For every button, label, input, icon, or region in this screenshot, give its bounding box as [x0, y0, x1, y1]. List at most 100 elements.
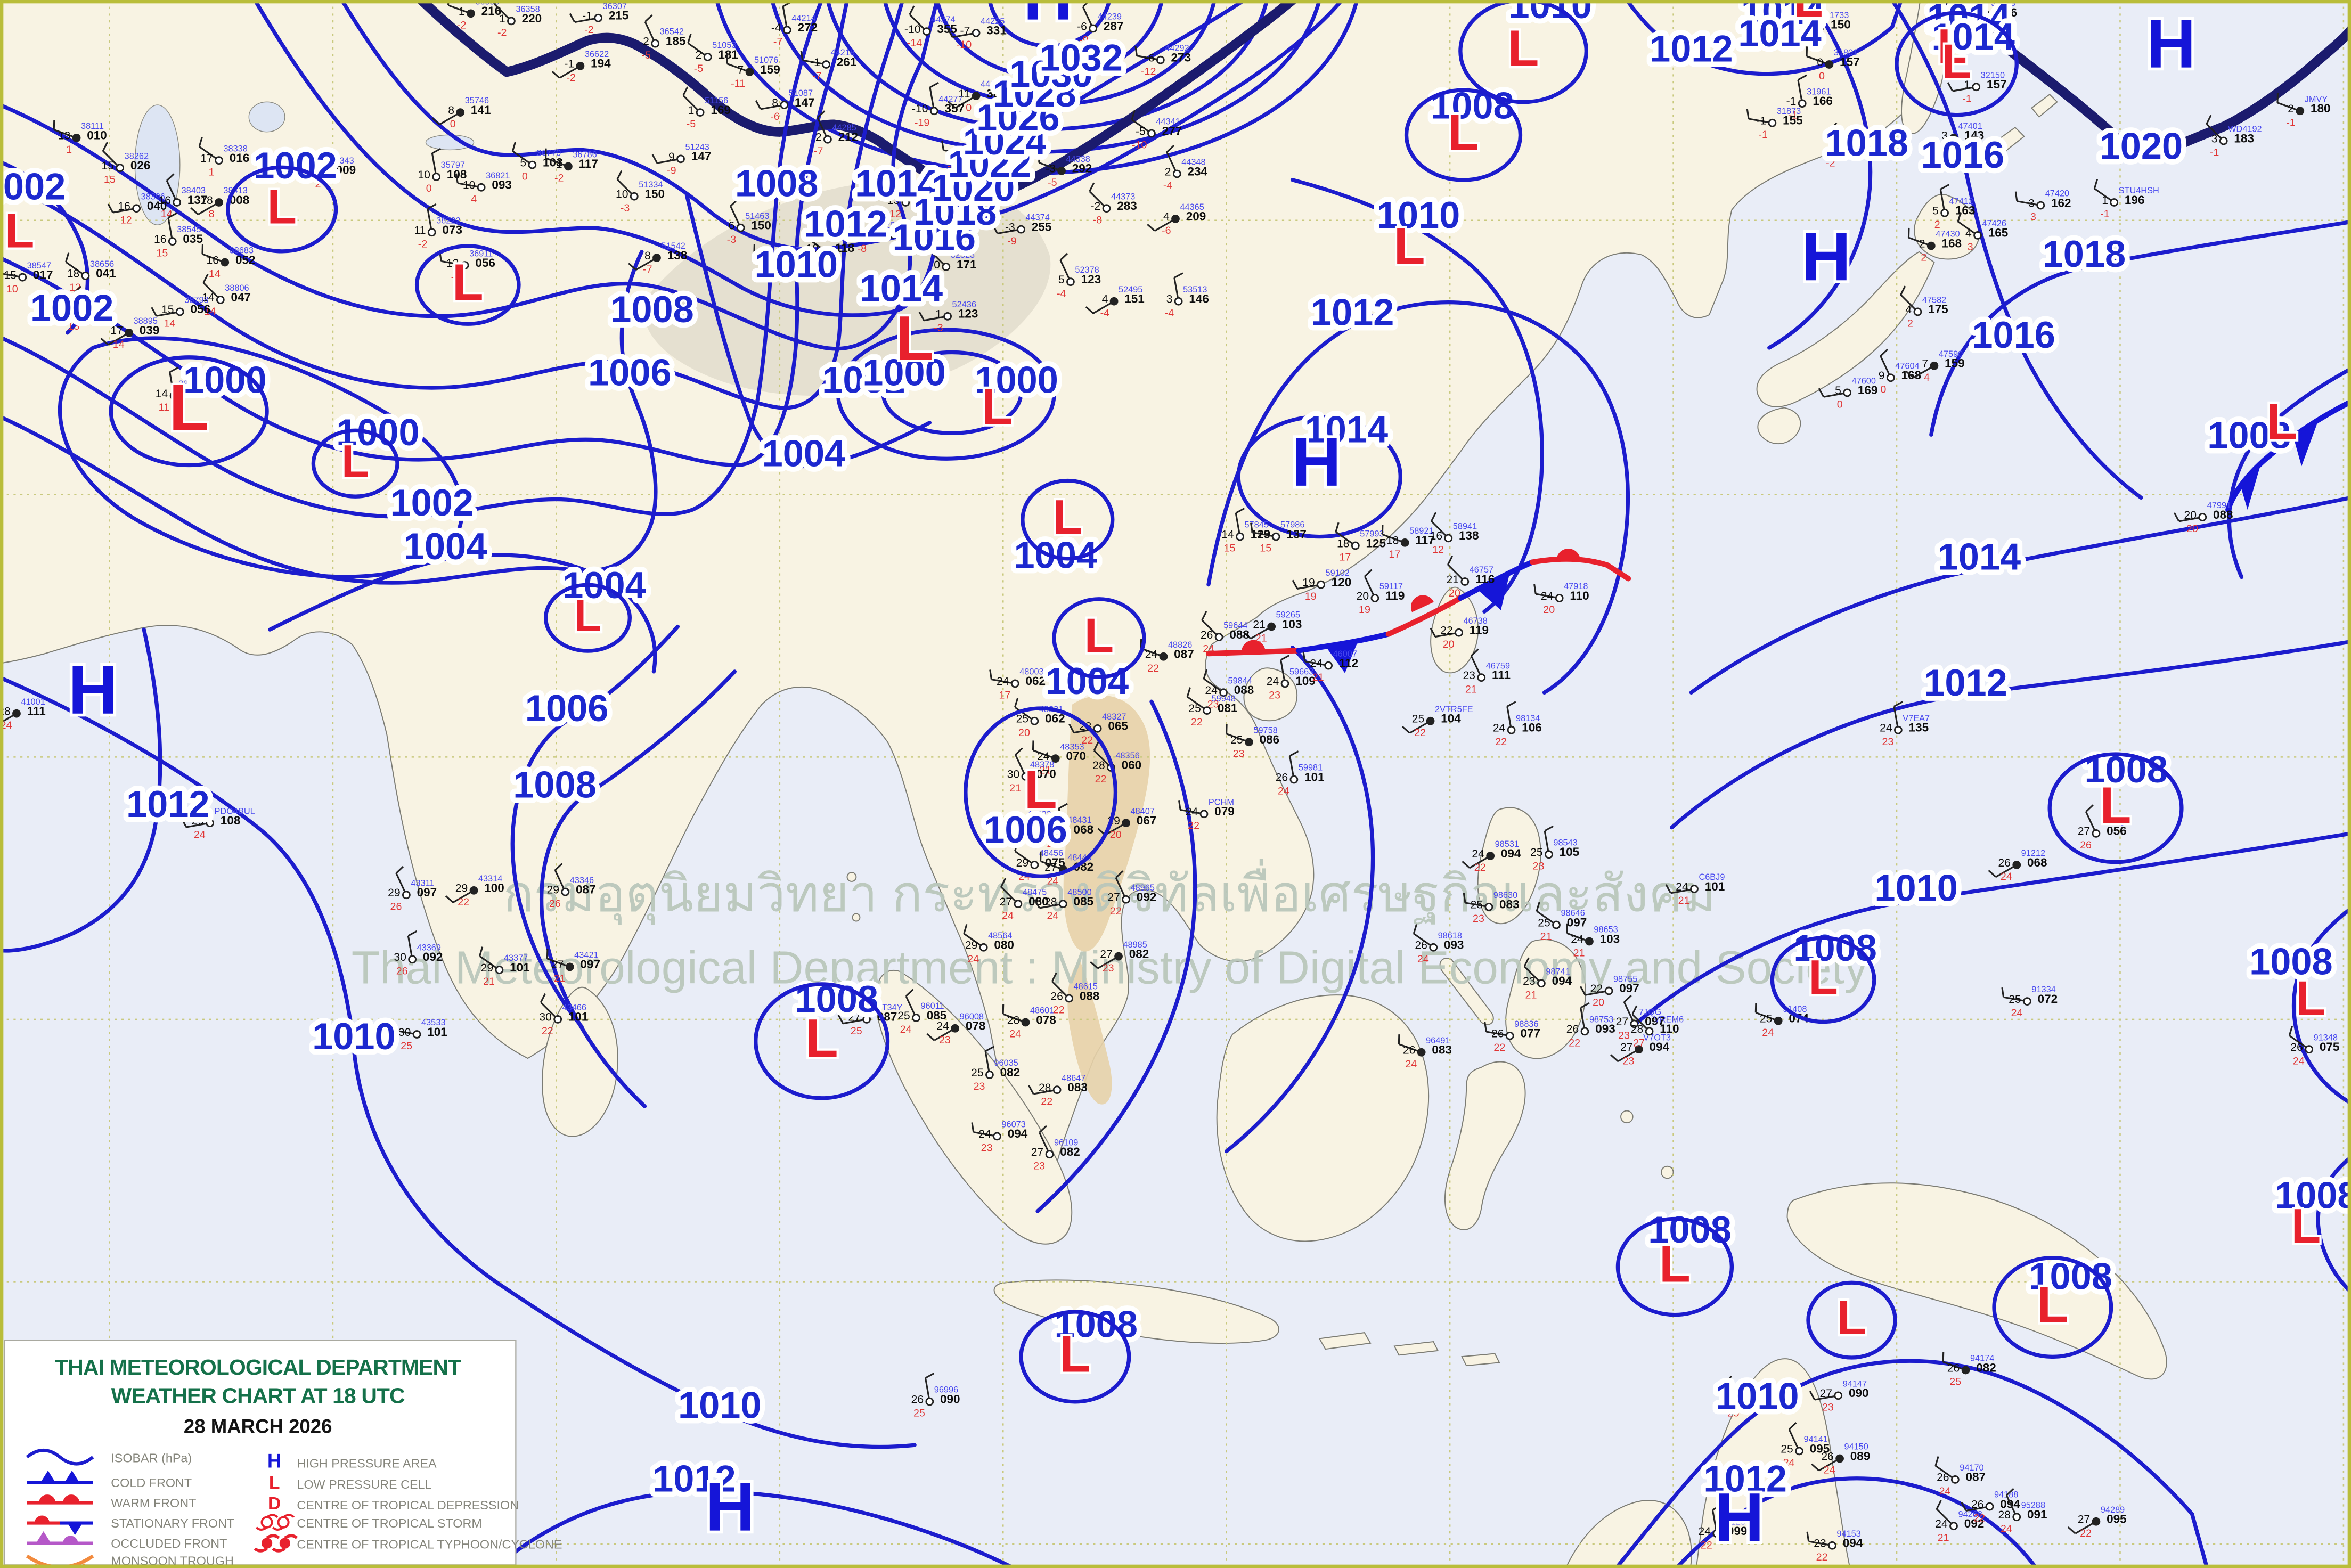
station-temperature: 25	[1530, 846, 1542, 859]
station-circle	[929, 107, 938, 116]
station-id: 96491	[1426, 1036, 1450, 1046]
station-dewpoint: 21	[1678, 895, 1690, 907]
wind-barb-tick	[1364, 569, 1373, 577]
station-dewpoint: 20	[1443, 639, 1455, 650]
station-circle	[1555, 594, 1564, 602]
kyushu-island	[1757, 407, 1801, 445]
station-id: V7EA7	[1903, 714, 1930, 723]
station-circle	[2023, 997, 2031, 1006]
station-dewpoint: 3	[1968, 241, 1973, 253]
station-temperature: 25	[1188, 703, 1201, 715]
station-pressure: 052	[235, 253, 256, 266]
station-dewpoint: -4	[1163, 180, 1173, 192]
station-temperature: 1	[459, 5, 465, 18]
station-pressure: 060	[1122, 758, 1142, 772]
station-circle	[1768, 118, 1777, 127]
station-id: 43346	[570, 876, 594, 885]
station-pressure: 273	[1171, 51, 1191, 64]
station-dewpoint: 22	[1495, 736, 1507, 748]
station-pressure: 160	[1850, 142, 1871, 156]
wind-barb-tick	[190, 207, 199, 215]
low-pressure-marker: L	[1084, 609, 1114, 663]
station-dewpoint: 25	[401, 1040, 412, 1052]
station-dewpoint: 21	[1465, 683, 1477, 695]
station-id: 47590	[1939, 349, 1963, 359]
station-id: 36358	[516, 5, 540, 14]
station-id: 36307	[603, 2, 627, 11]
station-id: 38222	[436, 216, 460, 225]
isobar-line	[1670, 639, 2351, 830]
isobar-label: 1010	[1716, 1375, 1799, 1417]
station-id: 38343	[330, 156, 354, 166]
station-pressure: 088	[2213, 508, 2233, 521]
high-pressure-marker: H	[2146, 6, 2196, 83]
palawan-island	[1439, 958, 1494, 1025]
station-pressure: 094	[1650, 1040, 1670, 1054]
station-temperature: 21	[1253, 618, 1265, 631]
wind-barb-tick	[1798, 74, 1807, 81]
station-temperature: 15	[1258, 528, 1270, 541]
station-temperature: 24	[1472, 848, 1484, 860]
isobar-1020-bold	[1935, 0, 2351, 162]
wind-barb-tick	[971, 1122, 975, 1132]
wind-barb-tick	[1818, 388, 1825, 397]
isobar-line	[1290, 178, 1544, 614]
station-dewpoint: 25	[1728, 1408, 1740, 1419]
station-id: 43369	[417, 943, 441, 952]
station-circle	[1930, 361, 1939, 370]
isobar-label: 1018	[1825, 122, 1908, 164]
wind-barb-tick	[107, 203, 114, 213]
front-lines	[1205, 399, 2351, 673]
station-pressure: 101	[1304, 770, 1325, 783]
isobar-label: 1014	[1741, 0, 1825, 32]
isobar-label: 1014	[860, 267, 943, 309]
station-dewpoint: -2	[457, 19, 467, 31]
station-temperature: -5	[1136, 125, 1146, 137]
station-dewpoint: 10	[6, 283, 18, 295]
station-pressure: 185	[666, 34, 686, 47]
station-dewpoint: 23	[1533, 860, 1545, 872]
station-dewpoint: 14	[204, 306, 216, 317]
low-pressure-marker: L	[1942, 35, 1972, 88]
station-pressure: 068	[1074, 823, 1094, 836]
station-pressure: 082	[1129, 947, 1149, 960]
station-dewpoint: -4	[1100, 307, 1110, 319]
station-temperature: 29	[1044, 824, 1057, 836]
station-temperature: 24	[997, 675, 1009, 688]
station-id: 47420	[2045, 189, 2069, 199]
station-dewpoint: 22	[1147, 663, 1159, 674]
station-pressure: 062	[1045, 712, 1065, 725]
wind-barb-tick	[885, 179, 890, 189]
station-temperature: 24	[1186, 806, 1198, 818]
station-circle	[1236, 532, 1244, 541]
station-circle	[2198, 513, 2207, 521]
station-id: 94108	[1748, 1385, 1772, 1395]
station-pressure: 094	[1843, 1537, 1863, 1550]
station-pressure: 087	[1966, 1471, 1986, 1484]
isobar-label: 1020	[932, 167, 1015, 209]
wind-barb-tick	[2014, 191, 2018, 201]
station-circle	[1940, 208, 1949, 217]
station-circle	[206, 819, 214, 828]
isobar-label: 1002	[0, 165, 66, 207]
station-circle	[553, 1015, 562, 1024]
wind-barb-tick	[1015, 747, 1023, 756]
station-pressure: 152	[916, 193, 936, 207]
station-id: 51463	[745, 211, 769, 221]
wind-barb-tick	[1090, 961, 1099, 969]
station-temperature: 5	[1835, 385, 1841, 397]
station-pressure: 137	[187, 193, 208, 207]
station-dewpoint: -1	[2100, 208, 2110, 220]
station-id: 98618	[1438, 931, 1462, 941]
wind-barb-tick	[1536, 901, 1540, 912]
moluccas-islands	[1620, 1110, 1634, 1124]
